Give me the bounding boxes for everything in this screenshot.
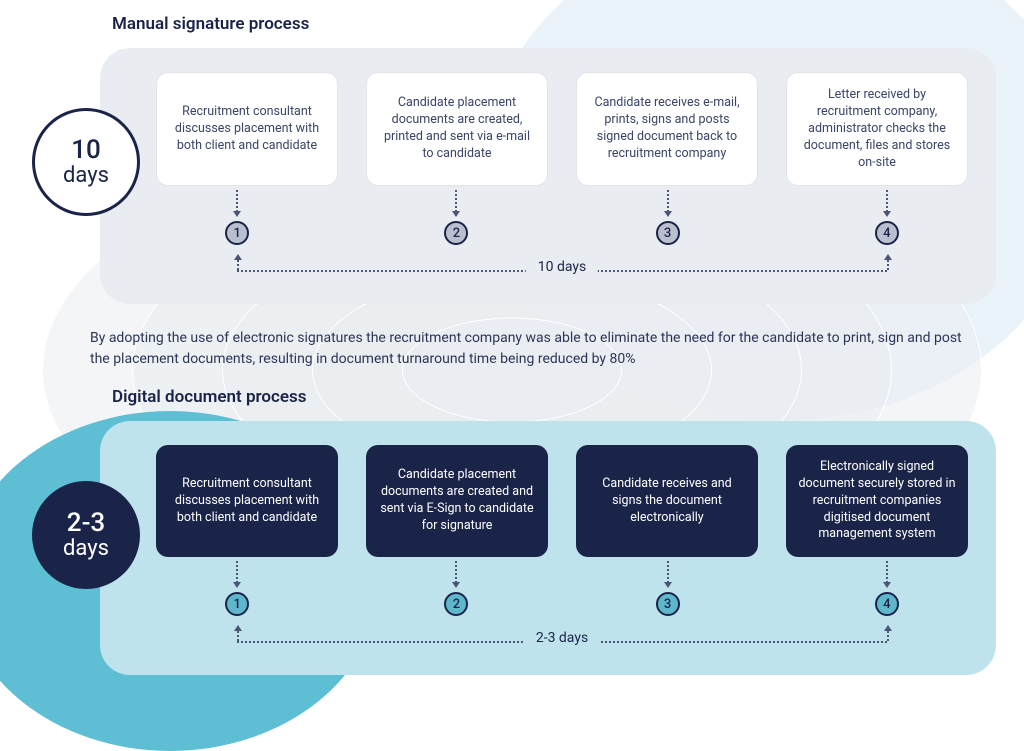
connector: 4	[875, 561, 899, 616]
manual-duration-value: 10	[71, 137, 101, 164]
manual-timeline-label: 10 days	[526, 259, 598, 275]
connector: 3	[656, 561, 680, 616]
manual-timeline: 10 days	[156, 256, 968, 286]
connector: 2	[444, 561, 468, 616]
step-number-chip: 2	[444, 221, 468, 245]
digital-step-card: Recruitment consultant discusses placeme…	[156, 445, 338, 557]
manual-step-card: Recruitment consultant discusses placeme…	[156, 72, 338, 186]
digital-title: Digital document process	[112, 387, 1024, 407]
digital-step-card: Electronically signed document securely …	[786, 445, 968, 557]
manual-step-card: Candidate receives e-mail, prints, signs…	[576, 72, 758, 186]
manual-duration-unit: days	[63, 164, 109, 187]
step-number-chip: 4	[875, 592, 899, 616]
connector: 4	[875, 190, 899, 245]
manual-process-panel: 10 days Recruitment consultant discusses…	[100, 48, 996, 304]
manual-steps-row: Recruitment consultant discusses placeme…	[156, 72, 968, 186]
manual-connectors: 1 2 3 4	[156, 190, 968, 250]
connector: 1	[225, 561, 249, 616]
manual-step-card: Letter received by recruitment company, …	[786, 72, 968, 186]
connector: 2	[444, 190, 468, 245]
manual-title: Manual signature process	[112, 14, 1024, 34]
manual-duration-badge: 10 days	[32, 108, 140, 216]
step-number-chip: 2	[444, 592, 468, 616]
step-number-chip: 3	[656, 592, 680, 616]
connector: 3	[656, 190, 680, 245]
digital-timeline: 2-3 days	[156, 627, 968, 657]
digital-step-card: Candidate placement documents are create…	[366, 445, 548, 557]
digital-duration-badge: 2-3 days	[32, 481, 140, 589]
digital-duration-value: 2-3	[67, 510, 105, 537]
connector: 1	[225, 190, 249, 245]
digital-duration-unit: days	[63, 537, 109, 560]
step-number-chip: 1	[225, 221, 249, 245]
digital-connectors: 1 2 3 4	[156, 561, 968, 621]
digital-process-panel: 2-3 days Recruitment consultant discusse…	[100, 421, 996, 675]
digital-steps-row: Recruitment consultant discusses placeme…	[156, 445, 968, 557]
step-number-chip: 1	[225, 592, 249, 616]
comparison-summary-text: By adopting the use of electronic signat…	[90, 328, 964, 369]
digital-timeline-label: 2-3 days	[524, 630, 600, 646]
manual-step-card: Candidate placement documents are create…	[366, 72, 548, 186]
step-number-chip: 3	[656, 221, 680, 245]
step-number-chip: 4	[875, 221, 899, 245]
digital-step-card: Candidate receives and signs the documen…	[576, 445, 758, 557]
